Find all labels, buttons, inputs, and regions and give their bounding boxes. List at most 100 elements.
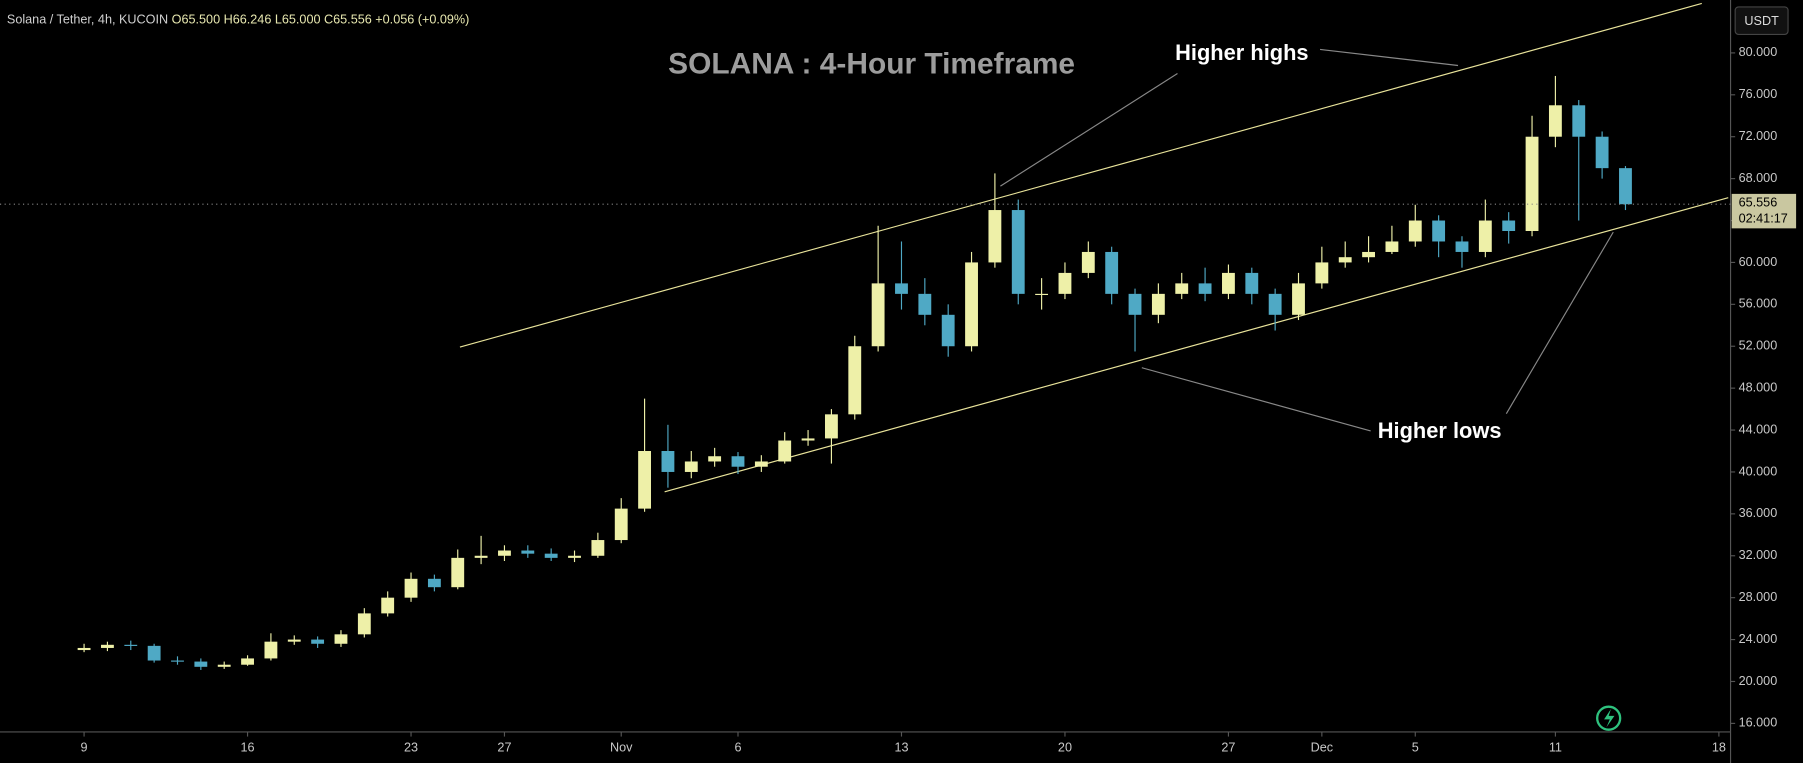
candle-body [147, 645, 161, 661]
x-tick-label: Nov [610, 740, 633, 754]
candle-body [988, 210, 1002, 263]
annotation: Higher lows [1378, 418, 1502, 443]
symbol: Solana / Tether, 4h, KUCOIN [7, 13, 168, 27]
candle-body [1128, 293, 1142, 315]
candle-body [824, 414, 838, 439]
pointer-line [1000, 73, 1178, 187]
candle-body [1385, 241, 1399, 252]
candle-body [334, 634, 348, 644]
candle-body [544, 553, 558, 558]
x-tick-label: 13 [894, 740, 908, 754]
candle-body [1455, 241, 1469, 252]
pointer-line [1141, 367, 1371, 432]
y-tick-label: 72.000 [1739, 129, 1778, 143]
x-tick-label: 5 [1412, 740, 1419, 754]
currency[interactable]: USDT [1744, 14, 1779, 28]
candle-body [965, 262, 978, 347]
candle-body [1572, 105, 1586, 137]
y-tick-label: 56.000 [1739, 297, 1778, 311]
price-label: 65.556 [1739, 195, 1778, 209]
candle-body [1502, 220, 1516, 232]
currency-button[interactable] [1734, 6, 1789, 36]
candle-body [801, 438, 815, 441]
candle-body [1315, 262, 1329, 284]
y-tick-label: 68.000 [1739, 171, 1778, 185]
y-tick-label: 52.000 [1739, 339, 1778, 353]
candle-body [848, 346, 862, 415]
candle-body [1338, 257, 1352, 263]
header: Solana / Tether, 4h, KUCOIN O65.500 H66.… [7, 13, 469, 27]
x-tick-label: 20 [1058, 740, 1072, 754]
candle-body [568, 555, 581, 558]
alert-icon[interactable] [1596, 705, 1622, 731]
candle-body [1035, 293, 1049, 296]
candle-body [661, 451, 675, 472]
candle-body [171, 660, 184, 662]
candle-body [101, 644, 114, 648]
candle-body [381, 597, 395, 614]
pointer-line [1319, 48, 1459, 67]
y-tick-label: 44.000 [1739, 422, 1778, 436]
candle-body [895, 283, 908, 294]
candle-body [1105, 251, 1119, 294]
candle-body [1011, 210, 1025, 294]
y-tick-label: 80.000 [1739, 45, 1778, 59]
candle-body [731, 456, 745, 467]
candle-body [77, 647, 91, 651]
annotation: Higher highs [1175, 40, 1308, 65]
x-tick-label: 18 [1712, 740, 1726, 754]
candle-body [638, 451, 652, 509]
candle-body [1268, 293, 1282, 315]
change: +0.056 (+0.09%) [375, 13, 469, 27]
candle-body [918, 293, 932, 315]
candle-body [754, 461, 768, 467]
candle-body [217, 664, 231, 667]
candle-body [941, 314, 955, 347]
candle-body [1198, 283, 1212, 294]
countdown: 02:41:17 [1739, 212, 1788, 226]
candle-body [1245, 272, 1259, 294]
candle-body [708, 456, 722, 462]
candle-body [1408, 220, 1422, 242]
candle-body [871, 283, 885, 347]
candle-body [1595, 136, 1609, 169]
y-tick-label: 32.000 [1739, 548, 1778, 562]
y-tick-label: 36.000 [1739, 506, 1778, 520]
y-tick-label: 48.000 [1739, 380, 1778, 394]
candle-body [357, 613, 371, 635]
y-tick-label: 20.000 [1739, 674, 1778, 688]
y-tick-label: 60.000 [1739, 255, 1778, 269]
y-tick-label: 16.000 [1739, 716, 1778, 730]
candle-body [1432, 220, 1446, 242]
candle-body [684, 461, 698, 472]
y-tick-label: 40.000 [1739, 464, 1778, 478]
candle-body [311, 639, 325, 644]
x-tick-label: 6 [734, 740, 741, 754]
candle-body [264, 641, 278, 659]
x-tick-label: 9 [81, 740, 88, 754]
x-tick-label: Dec [1311, 740, 1333, 754]
x-tick-label: 16 [241, 740, 255, 754]
x-tick-label: 27 [497, 740, 511, 754]
x-tick-label: 11 [1549, 740, 1562, 754]
x-tick-label: 23 [404, 740, 418, 754]
candle-body [1525, 136, 1539, 232]
candle-body [1058, 272, 1072, 294]
candle-body [614, 508, 628, 541]
candle-body [1478, 220, 1492, 252]
chart-title: SOLANA : 4-Hour Timeframe [668, 47, 1075, 80]
candle-body [1081, 251, 1095, 273]
candle-body [451, 557, 465, 588]
candle-body [1619, 168, 1632, 205]
candle-body [498, 550, 511, 556]
candle-body [591, 540, 605, 556]
candle-body [1222, 272, 1235, 294]
price-label-box [1731, 193, 1797, 229]
lower-trendline [664, 197, 1729, 493]
candle-body [1362, 251, 1375, 258]
y-tick-label: 28.000 [1739, 590, 1778, 604]
candle-body [241, 658, 254, 665]
candle-body [1175, 283, 1189, 294]
x-tick-label: 27 [1221, 740, 1235, 754]
